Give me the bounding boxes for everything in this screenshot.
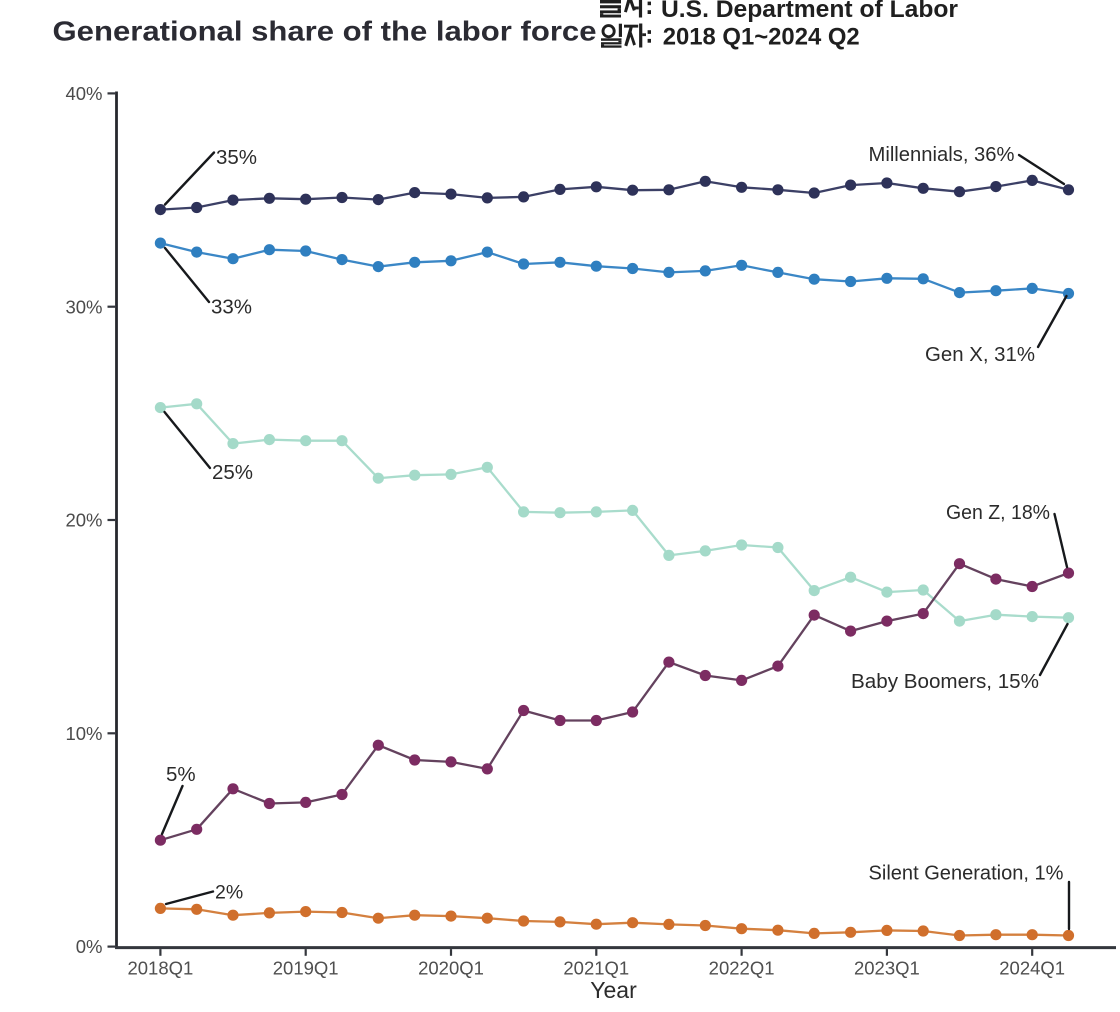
svg-text:Generational share of the labo: Generational share of the labor force (53, 15, 597, 46)
svg-text:2019Q1: 2019Q1 (273, 958, 339, 979)
svg-text:2022Q1: 2022Q1 (709, 958, 775, 979)
svg-text:2024Q1: 2024Q1 (999, 958, 1065, 979)
svg-text:2021Q1: 2021Q1 (563, 958, 629, 979)
svg-text:40%: 40% (65, 83, 102, 104)
svg-text:2018Q1: 2018Q1 (127, 958, 193, 979)
svg-text:2023Q1: 2023Q1 (854, 958, 920, 979)
svg-text:10%: 10% (65, 723, 102, 744)
svg-text:2018 Q1~2024 Q2: 2018 Q1~2024 Q2 (663, 23, 860, 50)
svg-text:Gen Z, 18%: Gen Z, 18% (946, 502, 1050, 524)
svg-text:Baby Boomers, 15%: Baby Boomers, 15% (851, 671, 1039, 693)
svg-text:Silent Generation, 1%: Silent Generation, 1% (869, 863, 1064, 885)
svg-text:Year: Year (590, 977, 637, 1003)
svg-text:Gen X, 31%: Gen X, 31% (925, 344, 1035, 366)
svg-text:33%: 33% (211, 296, 252, 319)
svg-text:2%: 2% (215, 882, 243, 904)
svg-text:35%: 35% (216, 146, 257, 169)
svg-text:0%: 0% (76, 936, 103, 957)
svg-text:U.S. Department of Labor: U.S. Department of Labor (661, 0, 958, 23)
svg-text:Millennials, 36%: Millennials, 36% (869, 144, 1015, 166)
svg-text:25%: 25% (212, 461, 253, 484)
svg-text:30%: 30% (65, 296, 102, 317)
svg-text:20%: 20% (65, 510, 102, 531)
svg-text:2020Q1: 2020Q1 (418, 958, 484, 979)
svg-text:5%: 5% (166, 763, 196, 786)
